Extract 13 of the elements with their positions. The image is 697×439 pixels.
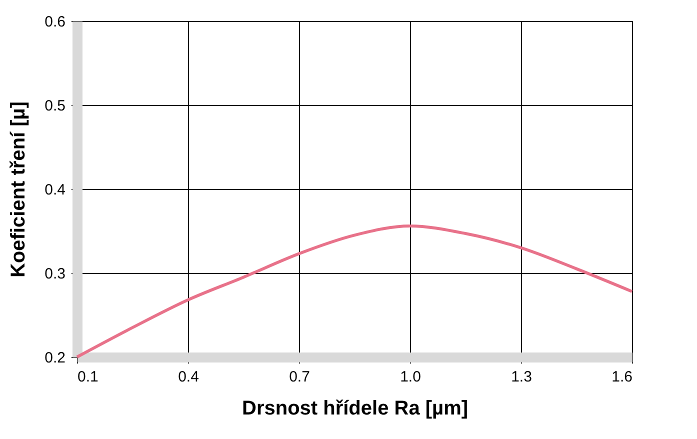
y-tick-label: 0.3: [44, 266, 66, 282]
y-tick-label: 0.4: [44, 182, 66, 198]
x-tick-label: 0.4: [178, 368, 199, 386]
y-tick-label: 0.2: [44, 350, 66, 366]
x-tick-label: 0.1: [78, 368, 98, 386]
x-tick-label: 1.6: [612, 368, 632, 386]
x-axis-title: Drsnost hřídele Ra [µm]: [242, 398, 468, 420]
x-tick-label: 0.7: [289, 368, 310, 386]
y-tick-label: 0.6: [44, 14, 66, 30]
x-tick-label: 1.3: [511, 368, 532, 386]
y-tick-label: 0.5: [44, 98, 66, 114]
x-tick-label: 1.0: [400, 368, 421, 386]
y-axis-title: Koeficient tření [µ]: [8, 102, 30, 278]
